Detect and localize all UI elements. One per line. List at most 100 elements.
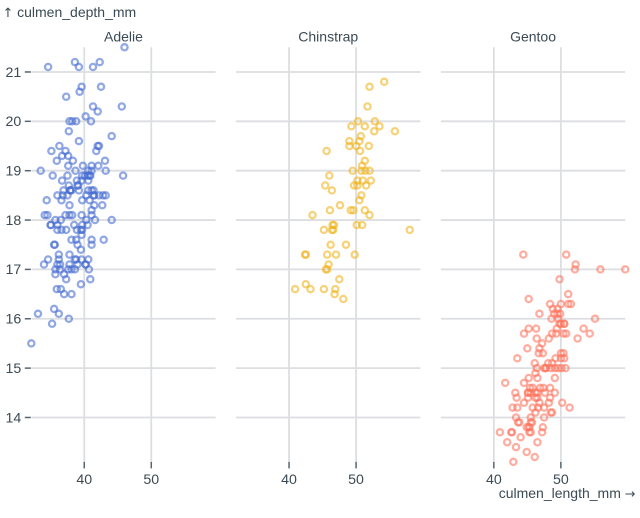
dot (101, 166, 110, 175)
dot (99, 235, 108, 245)
facet-label: Chinstrap (298, 28, 358, 44)
dot (405, 225, 414, 235)
dot (357, 166, 366, 175)
dot (64, 314, 74, 324)
dot (59, 289, 69, 299)
dot (620, 265, 630, 274)
dot (69, 220, 79, 230)
dot (54, 309, 64, 319)
dot (74, 136, 84, 146)
dot (516, 432, 525, 442)
dot (325, 205, 335, 215)
x-tick-label: 40 (486, 472, 502, 488)
dot (326, 240, 335, 249)
dot (94, 141, 104, 151)
dot (353, 181, 362, 190)
dot (535, 398, 544, 407)
dot (39, 260, 49, 269)
dot (508, 403, 517, 412)
x-tick-label: 40 (76, 472, 92, 488)
dot (76, 279, 86, 289)
dot (118, 171, 128, 180)
facet-gentoo: 40 50 Gentoo (440, 28, 630, 488)
y-tick-label: 19 (6, 164, 22, 180)
dot (50, 240, 60, 249)
dot (68, 156, 78, 166)
dot (65, 250, 74, 259)
dot (349, 205, 358, 215)
dot (52, 284, 62, 294)
dot (522, 447, 531, 457)
dot (55, 141, 64, 151)
dot (532, 363, 541, 373)
dot (63, 191, 72, 200)
dots-adelie (27, 43, 129, 348)
dot (65, 210, 74, 220)
dot (77, 196, 87, 205)
dot (78, 161, 88, 171)
facet-label: Adelie (104, 28, 143, 44)
dot (375, 122, 384, 131)
dot (67, 117, 77, 126)
dot (361, 181, 371, 190)
dot (341, 240, 351, 249)
dot (544, 334, 554, 343)
dot (507, 428, 517, 437)
dot (61, 146, 70, 156)
dot (513, 403, 522, 412)
dot (47, 319, 57, 328)
dot (555, 275, 564, 284)
dot (547, 314, 556, 324)
dot (43, 62, 53, 72)
dot (519, 329, 529, 338)
dot (533, 437, 542, 447)
y-tick-label: 16 (6, 312, 22, 328)
dot (339, 294, 348, 304)
x-gridlines (83, 47, 153, 462)
dot (87, 210, 96, 220)
dot (77, 82, 86, 92)
y-axis-title: ↑ culmen_depth_mm (3, 4, 137, 21)
dot (64, 126, 74, 136)
dot (519, 250, 528, 259)
dot (531, 324, 541, 333)
dot (48, 171, 57, 180)
y-tick-label: 15 (6, 361, 22, 377)
dot (301, 250, 311, 259)
dot (319, 225, 329, 235)
x-tick-label: 50 (143, 472, 159, 488)
y-tick-label: 14 (6, 410, 22, 426)
dot (512, 393, 521, 402)
dot (502, 437, 512, 447)
dot (65, 200, 74, 210)
x-tick-label: 50 (348, 472, 364, 488)
dot (84, 265, 94, 274)
dot (550, 373, 560, 383)
dot (327, 225, 337, 235)
dot (350, 250, 359, 259)
dot (355, 146, 365, 156)
dot (539, 383, 548, 393)
dot (555, 309, 565, 319)
dot (51, 270, 60, 279)
dot (561, 250, 571, 259)
dot (61, 275, 71, 284)
dot (100, 156, 110, 166)
dot (51, 215, 60, 225)
dot (530, 452, 539, 462)
dot (63, 171, 72, 180)
y-tick-label: 18 (6, 213, 22, 229)
dot (77, 220, 87, 230)
dot (49, 304, 59, 314)
dot (353, 176, 362, 185)
dot (365, 166, 374, 175)
dot (500, 378, 510, 388)
dot (67, 265, 76, 274)
dot (379, 77, 389, 87)
dot (511, 442, 521, 452)
y-axis: 14 15 16 17 18 19 20 21 (6, 65, 31, 426)
dot (320, 181, 330, 190)
dot (365, 82, 374, 92)
